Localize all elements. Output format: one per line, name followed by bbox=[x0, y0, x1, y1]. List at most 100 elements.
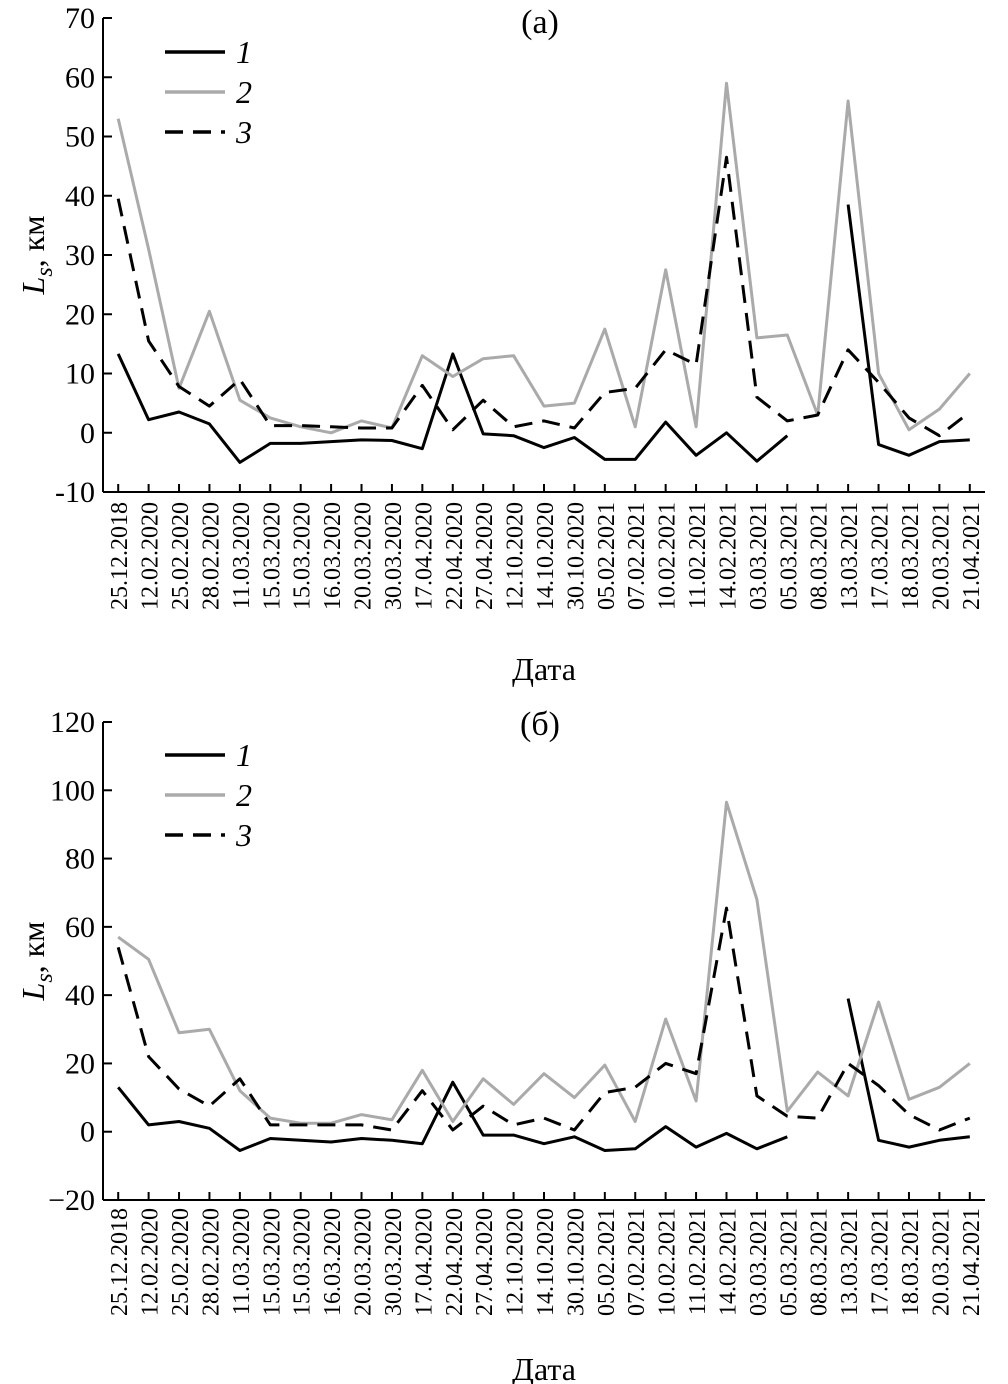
x-tick-label: 14.02.2021 bbox=[715, 502, 741, 610]
x-tick-label: 14.10.2020 bbox=[533, 502, 559, 610]
x-tick-label: 25.02.2020 bbox=[168, 502, 194, 610]
y-tick-label: 120 bbox=[50, 706, 95, 739]
x-tick-label: 30.03.2020 bbox=[381, 502, 407, 610]
y-axis-title-sub: s bbox=[32, 267, 58, 276]
legend-label-3: 3 bbox=[235, 817, 252, 853]
y-axis-title-main: L bbox=[15, 277, 51, 296]
x-tick-label: 20.03.2020 bbox=[351, 1208, 377, 1316]
x-tick-label: 15.03.2020 bbox=[290, 502, 316, 610]
x-tick-label: 25.02.2020 bbox=[168, 1208, 194, 1316]
x-tick-label: 05.03.2021 bbox=[776, 502, 802, 610]
x-tick-label: 21.04.2021 bbox=[959, 1208, 985, 1316]
y-tick-label: 50 bbox=[65, 121, 95, 154]
series-line-3 bbox=[116, 906, 971, 1132]
x-tick-label: 30.03.2020 bbox=[381, 1208, 407, 1316]
y-axis-title: Ls, км bbox=[15, 922, 58, 1002]
x-tick-label: 15.03.2020 bbox=[259, 502, 285, 610]
y-axis-title: Ls, км bbox=[15, 216, 58, 296]
x-tick-label: 13.03.2021 bbox=[837, 502, 863, 610]
legend-label-2: 2 bbox=[236, 74, 252, 110]
x-tick-label: 11.03.2020 bbox=[229, 1208, 255, 1315]
x-tick-label: 05.02.2021 bbox=[594, 1208, 620, 1316]
y-tick-label: 70 bbox=[65, 2, 95, 35]
y-axis-title-unit: , км bbox=[15, 922, 51, 974]
x-tick-label: 03.03.2021 bbox=[746, 502, 772, 610]
x-tick-label: 03.03.2021 bbox=[746, 1208, 772, 1316]
x-tick-label: 12.10.2020 bbox=[503, 1208, 529, 1316]
series-line-2 bbox=[117, 800, 971, 1125]
legend-label-1: 1 bbox=[236, 737, 252, 773]
legend-label-1: 1 bbox=[236, 34, 252, 70]
panel-title: (а) bbox=[521, 4, 559, 41]
x-tick-label: 08.03.2021 bbox=[807, 502, 833, 610]
x-tick-label: 11.03.2020 bbox=[229, 502, 255, 609]
y-tick-label: 20 bbox=[65, 1047, 95, 1080]
y-axis-title-sub: s bbox=[32, 973, 58, 982]
x-tick-label: 10.02.2021 bbox=[655, 502, 681, 610]
y-tick-label: 60 bbox=[65, 911, 95, 944]
y-tick-label: 40 bbox=[65, 180, 95, 213]
legend-label-2: 2 bbox=[236, 777, 252, 813]
y-tick-label: 80 bbox=[65, 843, 95, 876]
series-line-1 bbox=[117, 998, 970, 1152]
x-tick-label: 22.04.2020 bbox=[442, 502, 468, 610]
x-tick-label: 28.02.2020 bbox=[198, 502, 224, 610]
x-tick-label: 27.04.2020 bbox=[472, 502, 498, 610]
y-tick-label: 10 bbox=[65, 358, 95, 391]
x-tick-label: 30.10.2020 bbox=[563, 1208, 589, 1316]
y-tick-label: -10 bbox=[55, 476, 95, 509]
x-tick-label: 16.03.2020 bbox=[320, 1208, 346, 1316]
x-tick-label: 17.04.2020 bbox=[411, 1208, 437, 1316]
y-tick-label: 20 bbox=[65, 298, 95, 331]
x-axis-title: Дата bbox=[512, 1351, 576, 1384]
x-tick-label: 13.03.2021 bbox=[837, 1208, 863, 1316]
x-tick-label: 18.03.2021 bbox=[898, 502, 924, 610]
x-tick-label: 08.03.2021 bbox=[807, 1208, 833, 1316]
x-tick-label: 07.02.2021 bbox=[624, 502, 650, 610]
x-tick-label: 17.04.2020 bbox=[411, 502, 437, 610]
x-tick-label: 14.10.2020 bbox=[533, 1208, 559, 1316]
y-tick-label: 0 bbox=[80, 1116, 95, 1149]
y-tick-label: 40 bbox=[65, 979, 95, 1012]
x-tick-label: 25.12.2018 bbox=[107, 1208, 133, 1316]
x-axis-title: Дата bbox=[512, 651, 576, 687]
x-tick-label: 27.04.2020 bbox=[472, 1208, 498, 1316]
x-tick-label: 10.02.2021 bbox=[655, 1208, 681, 1316]
y-tick-label: 30 bbox=[65, 239, 95, 272]
y-tick-label: −20 bbox=[48, 1184, 95, 1217]
x-tick-label: 07.02.2021 bbox=[624, 1208, 650, 1316]
y-axis-title-main: L bbox=[15, 983, 51, 1002]
x-tick-label: 12.10.2020 bbox=[503, 502, 529, 610]
series-line-3 bbox=[116, 155, 971, 438]
panel-a: -10 0 10 20 30 40 50 60 70 25.12.2018 12.02.2020 25… bbox=[15, 2, 985, 687]
x-tick-label: 05.03.2021 bbox=[776, 1208, 802, 1316]
x-tick-label: 18.03.2021 bbox=[898, 1208, 924, 1316]
x-tick-label: 16.03.2020 bbox=[320, 502, 346, 610]
legend-label-3: 3 bbox=[235, 114, 252, 150]
x-tick-label: 21.04.2021 bbox=[959, 502, 985, 610]
x-tick-label: 15.03.2020 bbox=[259, 1208, 285, 1316]
x-tick-label: 20.03.2021 bbox=[928, 502, 954, 610]
x-tick-label: 12.02.2020 bbox=[138, 1208, 164, 1316]
y-axis-title-unit: , км bbox=[15, 216, 51, 268]
x-tick-label: 25.12.2018 bbox=[107, 502, 133, 610]
y-tick-label: 60 bbox=[65, 61, 95, 94]
x-tick-label: 11.02.2021 bbox=[685, 502, 711, 609]
x-tick-label: 11.02.2021 bbox=[685, 1208, 711, 1315]
x-tick-label: 22.04.2020 bbox=[442, 1208, 468, 1316]
x-tick-label: 20.03.2021 bbox=[928, 1208, 954, 1316]
y-tick-label: 0 bbox=[80, 417, 95, 450]
x-tick-label: 30.10.2020 bbox=[563, 502, 589, 610]
x-tick-label: 14.02.2021 bbox=[715, 1208, 741, 1316]
x-tick-label: 28.02.2020 bbox=[198, 1208, 224, 1316]
x-tick-label: 05.02.2021 bbox=[594, 502, 620, 610]
x-tick-label: 20.03.2020 bbox=[351, 502, 377, 610]
panel-b: −20 0 20 40 60 80 100 120 25.12.2018 12.02.2020 25… bbox=[15, 706, 985, 1384]
series-line-1 bbox=[116, 204, 970, 464]
x-tick-label: 17.03.2021 bbox=[868, 502, 894, 610]
x-tick-label: 17.03.2021 bbox=[868, 1208, 894, 1316]
y-tick-label: 100 bbox=[50, 774, 95, 807]
panel-title: (б) bbox=[520, 706, 560, 743]
x-tick-label: 12.02.2020 bbox=[138, 502, 164, 610]
